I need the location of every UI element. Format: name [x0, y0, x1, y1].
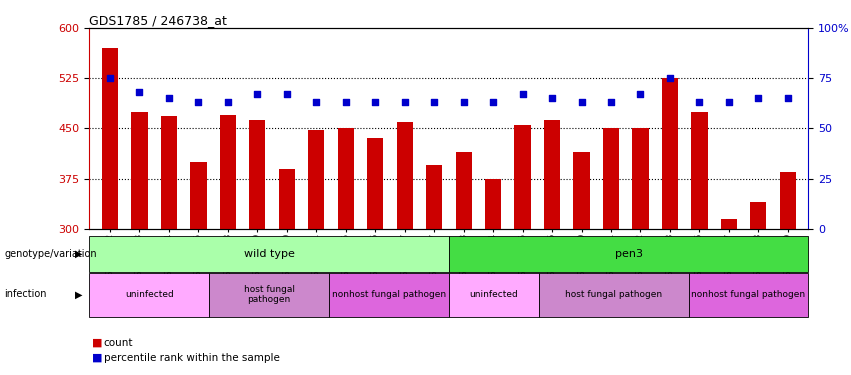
Point	[663, 75, 677, 81]
Point	[163, 95, 176, 101]
Text: infection: infection	[4, 290, 47, 299]
Bar	[131, 112, 147, 229]
Bar	[161, 116, 177, 229]
Bar	[102, 48, 118, 229]
Text: ■: ■	[92, 353, 102, 363]
Point	[634, 92, 648, 98]
Point	[103, 75, 117, 81]
Bar	[89, 236, 448, 272]
Bar	[455, 152, 471, 229]
Point	[310, 99, 323, 105]
Point	[722, 99, 735, 105]
Bar	[688, 273, 808, 317]
Bar	[397, 122, 413, 229]
Bar	[485, 178, 501, 229]
Bar	[338, 128, 354, 229]
Text: pen3: pen3	[614, 249, 643, 259]
Bar	[662, 78, 678, 229]
Point	[693, 99, 706, 105]
Text: wild type: wild type	[243, 249, 294, 259]
Bar	[220, 115, 236, 229]
Bar	[544, 120, 560, 229]
Bar	[780, 172, 796, 229]
Text: host fungal pathogen: host fungal pathogen	[565, 290, 662, 299]
Text: percentile rank within the sample: percentile rank within the sample	[104, 353, 280, 363]
Bar	[249, 120, 266, 229]
Text: nonhost fungal pathogen: nonhost fungal pathogen	[692, 290, 806, 299]
Bar	[89, 273, 209, 317]
Bar	[515, 125, 531, 229]
Point	[751, 95, 765, 101]
Point	[398, 99, 412, 105]
Text: ▶: ▶	[75, 290, 82, 299]
Text: ■: ■	[92, 338, 102, 348]
Point	[133, 89, 146, 95]
Text: genotype/variation: genotype/variation	[4, 249, 97, 259]
Point	[191, 99, 205, 105]
Bar	[603, 128, 619, 229]
Bar	[574, 152, 590, 229]
Point	[250, 92, 264, 98]
Bar	[279, 168, 295, 229]
Bar	[426, 165, 443, 229]
Point	[516, 92, 529, 98]
Bar	[329, 273, 448, 317]
Bar	[632, 128, 648, 229]
Bar	[448, 236, 808, 272]
Point	[781, 95, 795, 101]
Bar	[209, 273, 329, 317]
Point	[280, 92, 294, 98]
Bar	[721, 219, 737, 229]
Point	[545, 95, 559, 101]
Text: host fungal
pathogen: host fungal pathogen	[243, 285, 294, 304]
Point	[427, 99, 441, 105]
Text: uninfected: uninfected	[470, 290, 518, 299]
Point	[457, 99, 471, 105]
Point	[221, 99, 235, 105]
Bar	[367, 138, 383, 229]
Text: GDS1785 / 246738_at: GDS1785 / 246738_at	[89, 14, 227, 27]
Point	[574, 99, 588, 105]
Point	[604, 99, 618, 105]
Bar	[539, 273, 688, 317]
Point	[368, 99, 382, 105]
Bar	[691, 112, 707, 229]
Point	[486, 99, 500, 105]
Point	[339, 99, 352, 105]
Text: ▶: ▶	[75, 249, 82, 259]
Text: nonhost fungal pathogen: nonhost fungal pathogen	[332, 290, 446, 299]
Bar	[308, 130, 324, 229]
Text: uninfected: uninfected	[125, 290, 174, 299]
Bar	[191, 162, 207, 229]
Bar	[448, 273, 539, 317]
Bar	[751, 202, 767, 229]
Text: count: count	[104, 338, 134, 348]
